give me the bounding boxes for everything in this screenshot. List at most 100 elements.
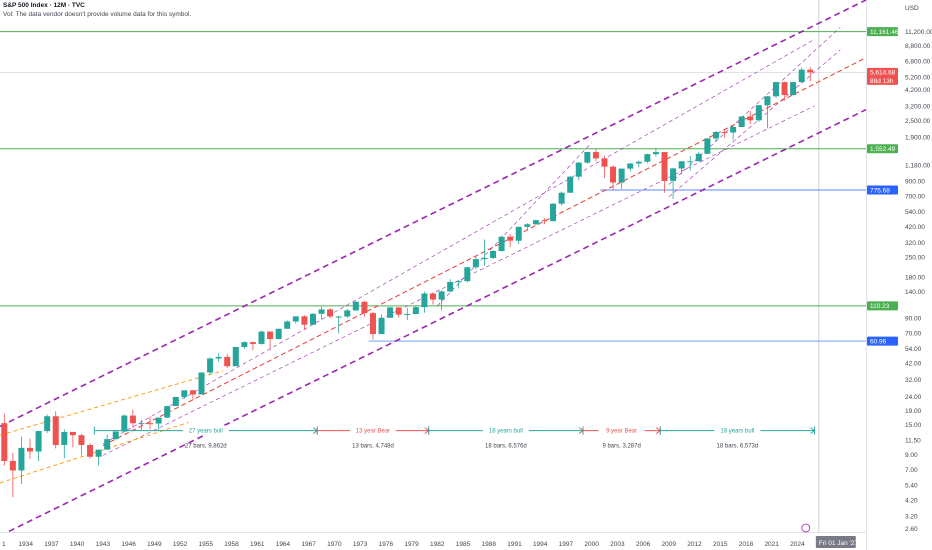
x-tick-label: 1940 [70, 541, 85, 548]
volume-note: Vol: The data vendor doesn't provide vol… [3, 11, 192, 18]
measure-3: 9 year Bear 9 bars, 3,287d [582, 425, 661, 450]
candle-1931 [1, 413, 8, 466]
candle-1968 [318, 306, 325, 320]
candle-body [627, 163, 634, 169]
candle-body [429, 293, 437, 300]
candle-body [207, 358, 214, 373]
candle-body [155, 417, 162, 424]
candle-1981 [429, 292, 437, 305]
candle-body [352, 301, 359, 311]
candle-1995 [550, 203, 557, 222]
candle-2012 [695, 151, 702, 162]
level-tag [867, 301, 898, 311]
measure-bars-label: 27 bars, 9,862d [185, 444, 227, 450]
candle-1975 [378, 314, 385, 335]
level-tag-label: 110.23 [870, 303, 890, 310]
symbol-title[interactable]: S&P 500 Index · 12M · TVC [3, 2, 85, 9]
candle-body [215, 356, 222, 359]
candle-1949 [155, 417, 162, 431]
level-tag [867, 336, 898, 346]
candle-body [490, 251, 497, 258]
trend-line-9 [0, 421, 189, 484]
candle-body [507, 236, 514, 241]
candle-body [464, 267, 471, 282]
measure-label: 18 years bull [720, 429, 754, 435]
candle-1966 [301, 315, 308, 331]
candle-body [267, 331, 274, 340]
candle-2004 [627, 163, 634, 172]
measure-label: 18 years bull [489, 429, 523, 435]
candle-1977 [395, 307, 402, 318]
candle-2013 [704, 138, 711, 154]
y-tick-label: 3.20 [905, 514, 918, 521]
candle-2011 [687, 156, 694, 171]
measure-bars-label: 18 bars, 6,576d [485, 444, 527, 450]
candle-body [52, 416, 59, 445]
x-tick-label: 1997 [559, 541, 574, 548]
trend-line-4 [437, 142, 592, 307]
y-tick-label: 11.50 [905, 438, 921, 445]
candle-body [309, 313, 316, 325]
x-tick-label: 1 [2, 541, 6, 548]
candle-1965 [292, 316, 299, 324]
candle-1967 [309, 313, 316, 325]
candle-body [772, 82, 779, 97]
candle-body [78, 435, 85, 445]
y-tick-label: 250.00 [905, 255, 925, 262]
y-tick-label: 70.00 [905, 330, 922, 337]
candle-body [275, 328, 282, 340]
candle-body [335, 316, 342, 318]
candle-1973 [361, 300, 368, 317]
candle-body [9, 460, 16, 471]
candle-1998 [575, 162, 582, 181]
measure-label-bg [714, 425, 761, 435]
candle-body [798, 69, 805, 83]
measure-label: 13 year Bear [356, 429, 390, 435]
y-tick-label: 140.00 [905, 289, 925, 296]
candle-body [730, 127, 737, 133]
candle-body [189, 390, 196, 395]
candle-2008 [661, 151, 668, 193]
candle-2017 [738, 116, 745, 128]
y-tick-label: 180.00 [905, 274, 925, 281]
candle-2005 [635, 160, 642, 168]
candle-body [284, 321, 291, 329]
y-tick-label: 900.00 [905, 179, 925, 186]
candle-body [87, 444, 94, 457]
candle-1999 [584, 151, 591, 164]
candle-body [738, 116, 745, 128]
countdown-label: 88d 13h [870, 78, 894, 85]
y-tick-label: 90.00 [905, 315, 922, 322]
candle-body [747, 116, 754, 121]
y-tick-label: 54.00 [905, 346, 922, 353]
y-tick-label: 8,800.00 [905, 43, 931, 50]
candle-body [421, 293, 428, 308]
candle-1938 [61, 429, 68, 459]
candle-body [181, 390, 188, 397]
y-tick-label: 24.00 [905, 394, 922, 401]
level-tag-label: 60.96 [870, 338, 887, 345]
candle-body [472, 259, 479, 268]
candle-2006 [644, 153, 651, 164]
candle-body [455, 281, 462, 283]
candle-1953 [189, 390, 196, 400]
candle-body [249, 342, 256, 344]
measure-1: 13 year Bear 13 bars, 4,748d [316, 425, 430, 450]
candle-body [395, 307, 402, 315]
candle-body [27, 447, 34, 452]
last-price-label: 5,614.68 [870, 70, 896, 77]
y-tick-label: 1,180.00 [905, 163, 931, 170]
candle-1996 [558, 191, 565, 206]
candle-1972 [352, 301, 359, 311]
candle-body [635, 161, 642, 164]
x-tick-label: 1952 [173, 541, 188, 548]
x-tick-label: 2021 [764, 541, 779, 548]
event-marker-icon [801, 523, 811, 533]
y-tick-label: 3,200.00 [905, 103, 931, 110]
candle-body [567, 176, 574, 193]
candle-body [1, 423, 8, 461]
candle-1960 [249, 341, 256, 351]
candle-body [361, 301, 368, 314]
candle-1991 [515, 226, 522, 245]
